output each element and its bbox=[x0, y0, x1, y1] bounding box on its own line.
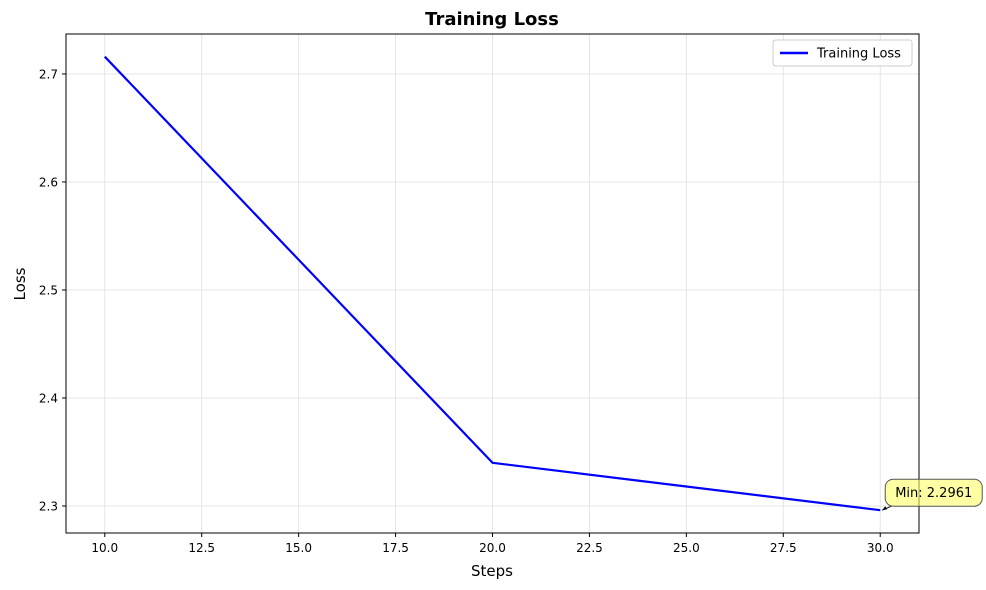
axis-ticks: 10.0 12.5 15.0 17.5 20.0 22.5 25.0 27.5 30.0 2.3 2… bbox=[39, 67, 894, 555]
y-tick-label: 2.4 bbox=[39, 391, 58, 405]
x-tick-label: 27.5 bbox=[770, 541, 797, 555]
x-tick-label: 15.0 bbox=[285, 541, 312, 555]
legend-box bbox=[772, 39, 913, 67]
y-tick-label: 2.6 bbox=[39, 175, 58, 189]
series-line-training-loss bbox=[103, 55, 881, 512]
series-layer bbox=[103, 55, 881, 512]
x-tick-label: 17.5 bbox=[382, 541, 409, 555]
annotation-box bbox=[884, 478, 983, 507]
x-tick-label: 22.5 bbox=[576, 541, 603, 555]
y-tick-label: 2.3 bbox=[39, 499, 58, 513]
min-annotation: Min: 2.2961 bbox=[882, 478, 983, 511]
x-tick-label: 30.0 bbox=[867, 541, 894, 555]
y-tick-label: 2.5 bbox=[39, 283, 58, 297]
x-tick-label: 12.5 bbox=[188, 541, 215, 555]
x-axis-label: Steps bbox=[471, 562, 513, 580]
chart-title: Training Loss bbox=[425, 9, 559, 30]
x-tick-label: 25.0 bbox=[673, 541, 700, 555]
x-tick-label: 20.0 bbox=[479, 541, 506, 555]
grid-lines bbox=[66, 34, 919, 533]
legend: Training Loss bbox=[772, 39, 913, 67]
x-tick-label: 10.0 bbox=[91, 541, 118, 555]
y-tick-label: 2.7 bbox=[39, 67, 58, 81]
y-axis-label: Loss bbox=[11, 267, 29, 300]
annotation-arrowhead bbox=[882, 506, 888, 511]
annotation-text: Min: 2.2961 bbox=[895, 486, 972, 501]
legend-label: Training Loss bbox=[816, 47, 901, 62]
